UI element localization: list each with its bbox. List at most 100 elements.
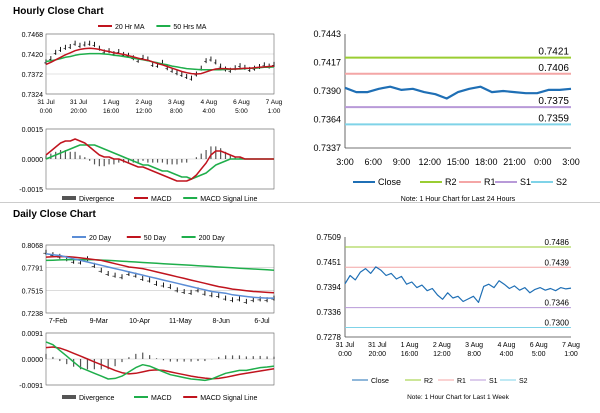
weekly-zoom-xtick-date: 31 Jul xyxy=(368,342,387,349)
hourly-zoom-xtick: 21:00 xyxy=(503,157,526,167)
weekly-zoom-xtick-date: 1 Aug xyxy=(401,342,419,349)
daily-price-legend-label: 20 Day xyxy=(89,235,112,242)
hourly-price-ytick-label: 0.7324 xyxy=(22,92,44,99)
hourly-zoom-xtick: 3:00 xyxy=(336,157,354,167)
weekly-zoom-note: Note: 1 Hour Chart for Last 1 Week xyxy=(407,394,510,401)
hourly-price-xtick-time: 12:00 xyxy=(136,108,153,115)
weekly-zoom-xtick-date: 4 Aug xyxy=(497,342,515,349)
hourly-price-xtick-time: 5:00 xyxy=(235,108,248,115)
hourly-ma20-line xyxy=(45,47,275,75)
hourly-price-xtick-date: 6 Aug xyxy=(233,99,250,106)
weekly-zoom-xtick-time: 16:00 xyxy=(401,351,419,358)
hourly-price-ytick-label: 0.7420 xyxy=(22,52,44,59)
hourly-price-xtick-date: 31 Jul xyxy=(37,99,55,106)
daily-macd-legend-label: Divergence xyxy=(79,395,115,402)
weekly-zoom-xtick-date: 7 Aug xyxy=(562,342,580,349)
hourly-price-xtick-date: 7 Aug xyxy=(266,99,283,106)
weekly-zoom-xtick-date: 31 Jul xyxy=(336,342,355,349)
hourly-zoom-level-label: 0.7421 xyxy=(538,47,569,58)
hourly-zoom-ytick-label: 0.7390 xyxy=(313,86,341,96)
weekly-zoom-xtick-time: 12:00 xyxy=(433,351,451,358)
daily-price-ytick-label: 0.8068 xyxy=(22,243,44,250)
daily-macd-line xyxy=(45,341,275,382)
weekly-zoom-close-line xyxy=(344,266,572,303)
hourly-price-xtick-time: 16:00 xyxy=(103,108,120,115)
daily-ma200-line xyxy=(45,258,275,271)
daily-price-xtick: 10-Apr xyxy=(129,318,151,325)
hourly-zoom-note: Note: 1 Hour Chart for Last 24 Hours xyxy=(401,196,516,203)
daily-price-legend-label: 200 Day xyxy=(199,235,226,242)
daily-price-xtick: 6-Jul xyxy=(254,318,270,325)
weekly-zoom-xtick-date: 2 Aug xyxy=(433,342,451,349)
hourly-zoom-level-label: 0.7406 xyxy=(538,63,569,74)
hourly-zoom-xtick: 0:00 xyxy=(534,157,552,167)
daily-price-ytick-label: 0.7238 xyxy=(22,311,44,318)
hourly-signal-line xyxy=(45,144,274,180)
weekly-zoom-xtick-date: 6 Aug xyxy=(530,342,548,349)
hourly-zoom-legend-label: S2 xyxy=(556,177,567,187)
daily-macd-legend-label: MACD xyxy=(151,395,172,402)
hourly-price-legend-label: 20 Hr MA xyxy=(115,24,145,31)
weekly-zoom-xtick-time: 5:00 xyxy=(532,351,546,358)
weekly-zoom-ytick-label: 0.7509 xyxy=(317,233,342,242)
daily-macd-legend-label: MACD Signal Line xyxy=(200,395,257,402)
daily-price-frame xyxy=(45,244,275,314)
hourly-price-xtick-date: 1 Aug xyxy=(103,99,120,106)
hourly-price-xtick-date: 4 Aug xyxy=(201,99,218,106)
weekly-zoom-xtick-date: 3 Aug xyxy=(465,342,483,349)
hourly-zoom-legend-label: S1 xyxy=(520,177,531,187)
daily-price-xtick: 8-Jun xyxy=(212,318,230,325)
hourly-macd-legend-label: Divergence xyxy=(79,196,115,203)
weekly-zoom-ytick-label: 0.7451 xyxy=(317,258,342,267)
weekly-zoom-legend-label: R2 xyxy=(424,378,433,385)
hourly-zoom-xtick: 9:00 xyxy=(393,157,411,167)
hourly-zoom-legend-label: R1 xyxy=(484,177,496,187)
weekly-zoom-ytick-label: 0.7278 xyxy=(317,333,342,342)
hourly-zoom-ytick-label: 0.7337 xyxy=(313,143,341,153)
daily-macd-ytick-label: 0.0091 xyxy=(22,331,44,338)
section-divider xyxy=(0,202,600,203)
daily-price-xtick: 9-Mar xyxy=(90,318,109,325)
weekly-zoom-level-label: 0.7439 xyxy=(545,258,570,267)
hourly-price-xtick-time: 8:00 xyxy=(170,108,183,115)
hourly-macd-ytick-label: 0.0015 xyxy=(22,127,44,134)
hourly-zoom-level-label: 0.7375 xyxy=(538,96,569,107)
hourly-zoom-ytick-label: 0.7417 xyxy=(313,58,341,68)
hourly-macd-ytick-label: -0.0015 xyxy=(19,187,43,194)
weekly-zoom-xtick-time: 8:00 xyxy=(467,351,481,358)
hourly-zoom-legend-label: R2 xyxy=(445,177,457,187)
daily-macd-ytick-label: -0.0091 xyxy=(19,383,43,390)
hourly-price-xtick-time: 20:00 xyxy=(70,108,87,115)
hourly-zoom-ytick-label: 0.7443 xyxy=(313,29,341,39)
daily-macd-ytick-label: 0.0000 xyxy=(22,357,44,364)
daily-ma20-line xyxy=(45,253,274,299)
hourly-price-xtick-time: 0:00 xyxy=(40,108,53,115)
hourly-price-xtick-date: 2 Aug xyxy=(135,99,152,106)
weekly-zoom-xtick-time: 20:00 xyxy=(369,351,387,358)
hourly-price-xtick-date: 31 Jul xyxy=(70,99,88,106)
weekly-zoom-legend-label: S1 xyxy=(489,378,498,385)
hourly-zoom-xtick: 3:00 xyxy=(562,157,580,167)
weekly-zoom-level-label: 0.7300 xyxy=(545,318,570,327)
weekly-zoom-legend-label: Close xyxy=(371,378,389,385)
hourly-zoom-level-label: 0.7359 xyxy=(538,113,569,124)
weekly-zoom-ytick-label: 0.7394 xyxy=(317,283,342,292)
hourly-zoom-xtick: 6:00 xyxy=(364,157,382,167)
weekly-zoom-ytick-label: 0.7336 xyxy=(317,308,342,317)
hourly-macd-ytick-label: 0.0000 xyxy=(22,157,44,164)
hourly-price-ytick-label: 0.7468 xyxy=(22,32,44,39)
hourly-zoom-xtick: 18:00 xyxy=(475,157,498,167)
daily-ma50-line xyxy=(45,255,275,294)
weekly-zoom-level-label: 0.7486 xyxy=(545,238,570,247)
daily-chart-title: Daily Close Chart xyxy=(13,209,96,220)
hourly-chart-title: Hourly Close Chart xyxy=(13,6,104,17)
hourly-macd-line xyxy=(45,138,274,182)
hourly-zoom-xtick: 15:00 xyxy=(447,157,470,167)
hourly-macd-legend-label: MACD xyxy=(151,196,172,203)
hourly-price-legend-label: 50 Hrs MA xyxy=(173,24,206,31)
daily-price-legend-label: 50 Day xyxy=(144,235,167,242)
daily-price-ytick-label: 0.7515 xyxy=(22,288,44,295)
hourly-zoom-legend-label: Close xyxy=(378,177,401,187)
hourly-zoom-close-line xyxy=(344,85,572,100)
daily-price-xtick: 11-May xyxy=(169,318,192,325)
